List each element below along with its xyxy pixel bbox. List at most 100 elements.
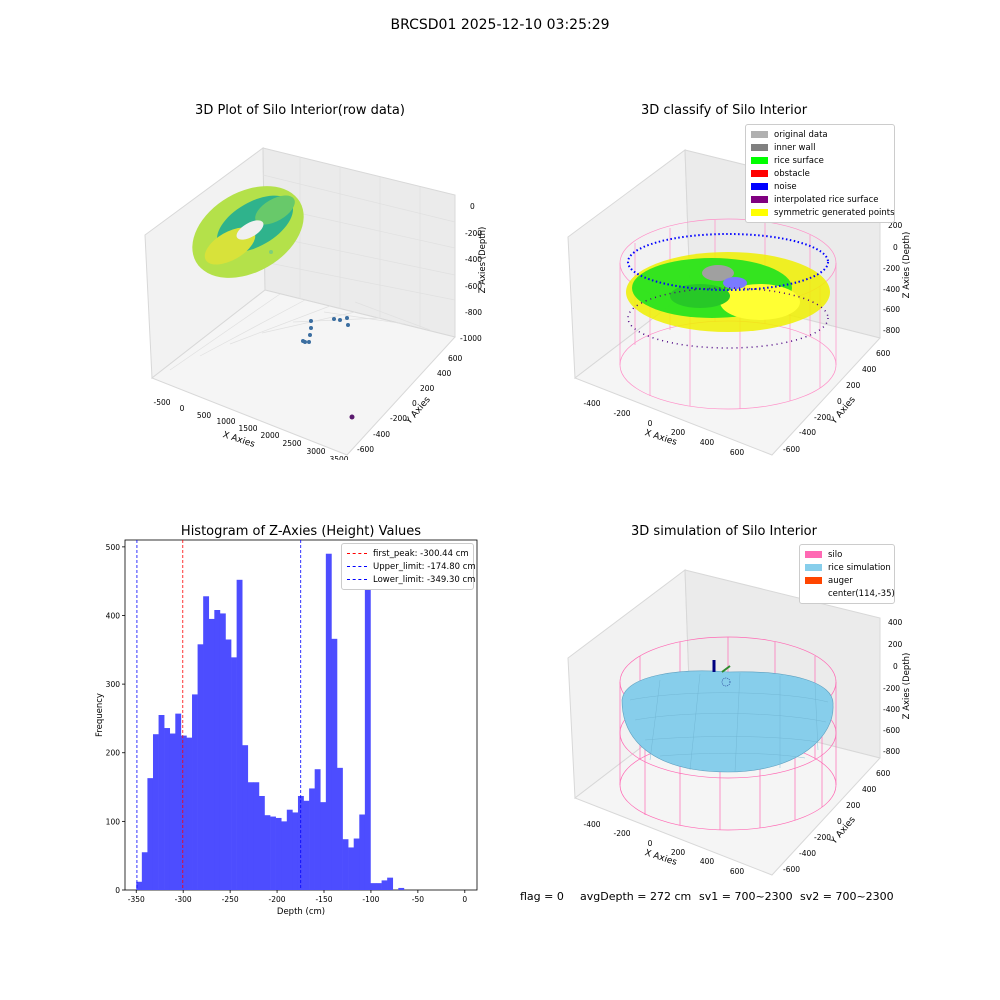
panel1-xlabel: X Axies — [221, 430, 256, 450]
histogram-bar — [325, 553, 332, 890]
panel1-yticks: 600 400 200 0 -200 -400 -600 — [357, 354, 463, 454]
histogram-bar — [236, 579, 243, 890]
swatch-icon — [805, 577, 822, 584]
histogram-bar — [164, 728, 171, 890]
svg-text:3500: 3500 — [329, 455, 348, 460]
histogram-bar — [336, 767, 343, 890]
histogram-bar — [314, 769, 321, 890]
histogram-bar — [203, 596, 210, 890]
x-tick-label: 0 — [462, 895, 467, 904]
swatch-icon — [805, 564, 822, 571]
svg-text:400: 400 — [888, 618, 903, 627]
x-tick-label: -50 — [412, 895, 424, 904]
legend-item-inner-wall: inner wall — [751, 141, 889, 154]
svg-text:-400: -400 — [465, 255, 482, 264]
histogram-bar — [175, 713, 182, 890]
svg-text:-600: -600 — [783, 445, 800, 454]
panel2-zlabel: Z Axies (Depth) — [902, 232, 912, 299]
svg-text:0: 0 — [412, 399, 417, 408]
svg-text:-600: -600 — [883, 726, 900, 735]
panel1-zlabel: Z Axies (Depth) — [478, 227, 488, 294]
histogram-bar — [247, 782, 254, 890]
svg-text:-200: -200 — [814, 833, 831, 842]
swatch-icon — [751, 183, 768, 190]
histogram-title: Histogram of Z-Axies (Height) Values — [180, 524, 422, 539]
svg-text:0: 0 — [648, 839, 653, 848]
histogram-ylabel: Frequency — [95, 693, 105, 737]
panel3-title: 3D simulation of Silo Interior — [631, 524, 817, 539]
swatch-icon — [805, 551, 822, 558]
y-tick-label: 500 — [106, 543, 121, 552]
panel2-noise-ring — [627, 233, 829, 349]
histogram-bar — [242, 745, 249, 890]
panel2-zticks: 200 0 -200 -400 -600 -800 — [883, 221, 903, 335]
svg-text:0: 0 — [470, 202, 475, 211]
svg-text:-600: -600 — [883, 305, 900, 314]
panel1-grid — [169, 157, 456, 371]
svg-text:-200: -200 — [390, 414, 407, 423]
histogram-bar — [208, 618, 215, 890]
svg-text:0: 0 — [648, 419, 653, 428]
svg-text:1500: 1500 — [238, 424, 257, 433]
panel1-xticks: -500 0 500 1000 1500 2000 2500 3000 3500 — [153, 398, 348, 460]
svg-text:1000: 1000 — [216, 417, 235, 426]
y-tick-label: 0 — [115, 886, 120, 895]
panel2-rice-surface — [626, 252, 830, 332]
svg-text:600: 600 — [448, 354, 463, 363]
y-tick-label: 200 — [106, 749, 121, 758]
svg-text:-200: -200 — [883, 264, 900, 273]
dashed-line-icon — [347, 553, 367, 554]
histogram-bar — [192, 694, 198, 890]
histogram-bar — [281, 821, 288, 890]
svg-text:-400: -400 — [583, 820, 600, 829]
svg-text:-400: -400 — [373, 430, 390, 439]
dashed-line-icon — [347, 566, 367, 567]
histogram-bar — [197, 644, 204, 890]
histogram-bar — [320, 802, 327, 890]
x-tick-label: -150 — [315, 895, 332, 904]
panel2-pane-floor — [573, 289, 881, 456]
histogram-bars — [136, 553, 405, 890]
panel3-3d-axes: -400 -200 0 200 400 600 600 400 200 0 -2… — [567, 569, 912, 876]
x-tick-label: -300 — [175, 895, 192, 904]
panel3-rice-simulation — [621, 670, 834, 773]
histogram-bar — [309, 788, 315, 890]
y-tick-label: 100 — [106, 817, 121, 826]
svg-text:200: 200 — [888, 640, 903, 649]
svg-text:600: 600 — [876, 769, 891, 778]
footer-flag: flag = 0 — [520, 890, 564, 903]
svg-text:-800: -800 — [883, 326, 900, 335]
svg-text:0: 0 — [893, 243, 898, 252]
histogram-bar — [381, 880, 388, 890]
histogram-bar — [169, 733, 176, 890]
histogram-threshold-lines — [136, 540, 302, 890]
footer-sv2: sv2 = 700~2300 — [800, 890, 894, 903]
swatch-icon — [751, 196, 768, 203]
panel1-zticks: 0 -200 -400 -600 -800 -1000 — [460, 202, 482, 343]
histogram-bar — [158, 715, 165, 890]
svg-text:600: 600 — [730, 867, 745, 876]
panel3-ylabel: Y Axies — [829, 815, 858, 847]
panel2-xticks: -400 -200 0 200 400 600 — [583, 399, 744, 457]
y-tick-label: 400 — [106, 611, 121, 620]
histogram-legend: first_peak: -300.44 cm Upper_limit: -174… — [341, 543, 476, 590]
svg-text:-400: -400 — [799, 428, 816, 437]
panel3-zlabel: Z Axies (Depth) — [902, 653, 912, 720]
swatch-icon — [751, 170, 768, 177]
histogram-bar — [303, 800, 310, 890]
panel3-legend: silo rice simulation auger center(114,-3… — [799, 544, 895, 604]
svg-text:400: 400 — [862, 365, 877, 374]
panel3-yticks: 600 400 200 0 -200 -400 -600 — [783, 769, 891, 874]
svg-text:-200: -200 — [613, 409, 630, 418]
histogram-bar — [141, 852, 148, 890]
histogram-bar — [286, 809, 293, 890]
histogram-bar — [147, 778, 154, 890]
svg-text:-400: -400 — [883, 285, 900, 294]
svg-text:200: 200 — [420, 384, 435, 393]
histogram-bar — [342, 839, 349, 890]
svg-text:-800: -800 — [465, 308, 482, 317]
histogram-bar — [258, 795, 265, 890]
svg-text:200: 200 — [888, 221, 903, 230]
x-tick-label: -350 — [128, 895, 145, 904]
panel3-rice-mesh — [629, 672, 829, 773]
